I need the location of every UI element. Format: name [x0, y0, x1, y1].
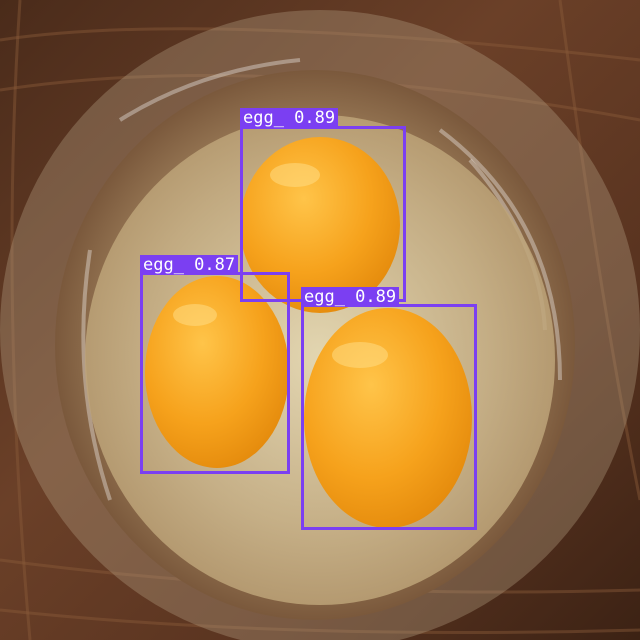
detection-box-egg-right[interactable] — [301, 304, 477, 530]
detection-box-egg-left[interactable] — [140, 272, 290, 474]
detection-label-egg-right: egg_ 0.89 — [301, 287, 400, 307]
egg-yolk-left — [145, 276, 289, 468]
detection-label-egg-left: egg_ 0.87 — [140, 255, 239, 275]
detection-label-egg-top: egg_ 0.89 — [240, 108, 339, 128]
